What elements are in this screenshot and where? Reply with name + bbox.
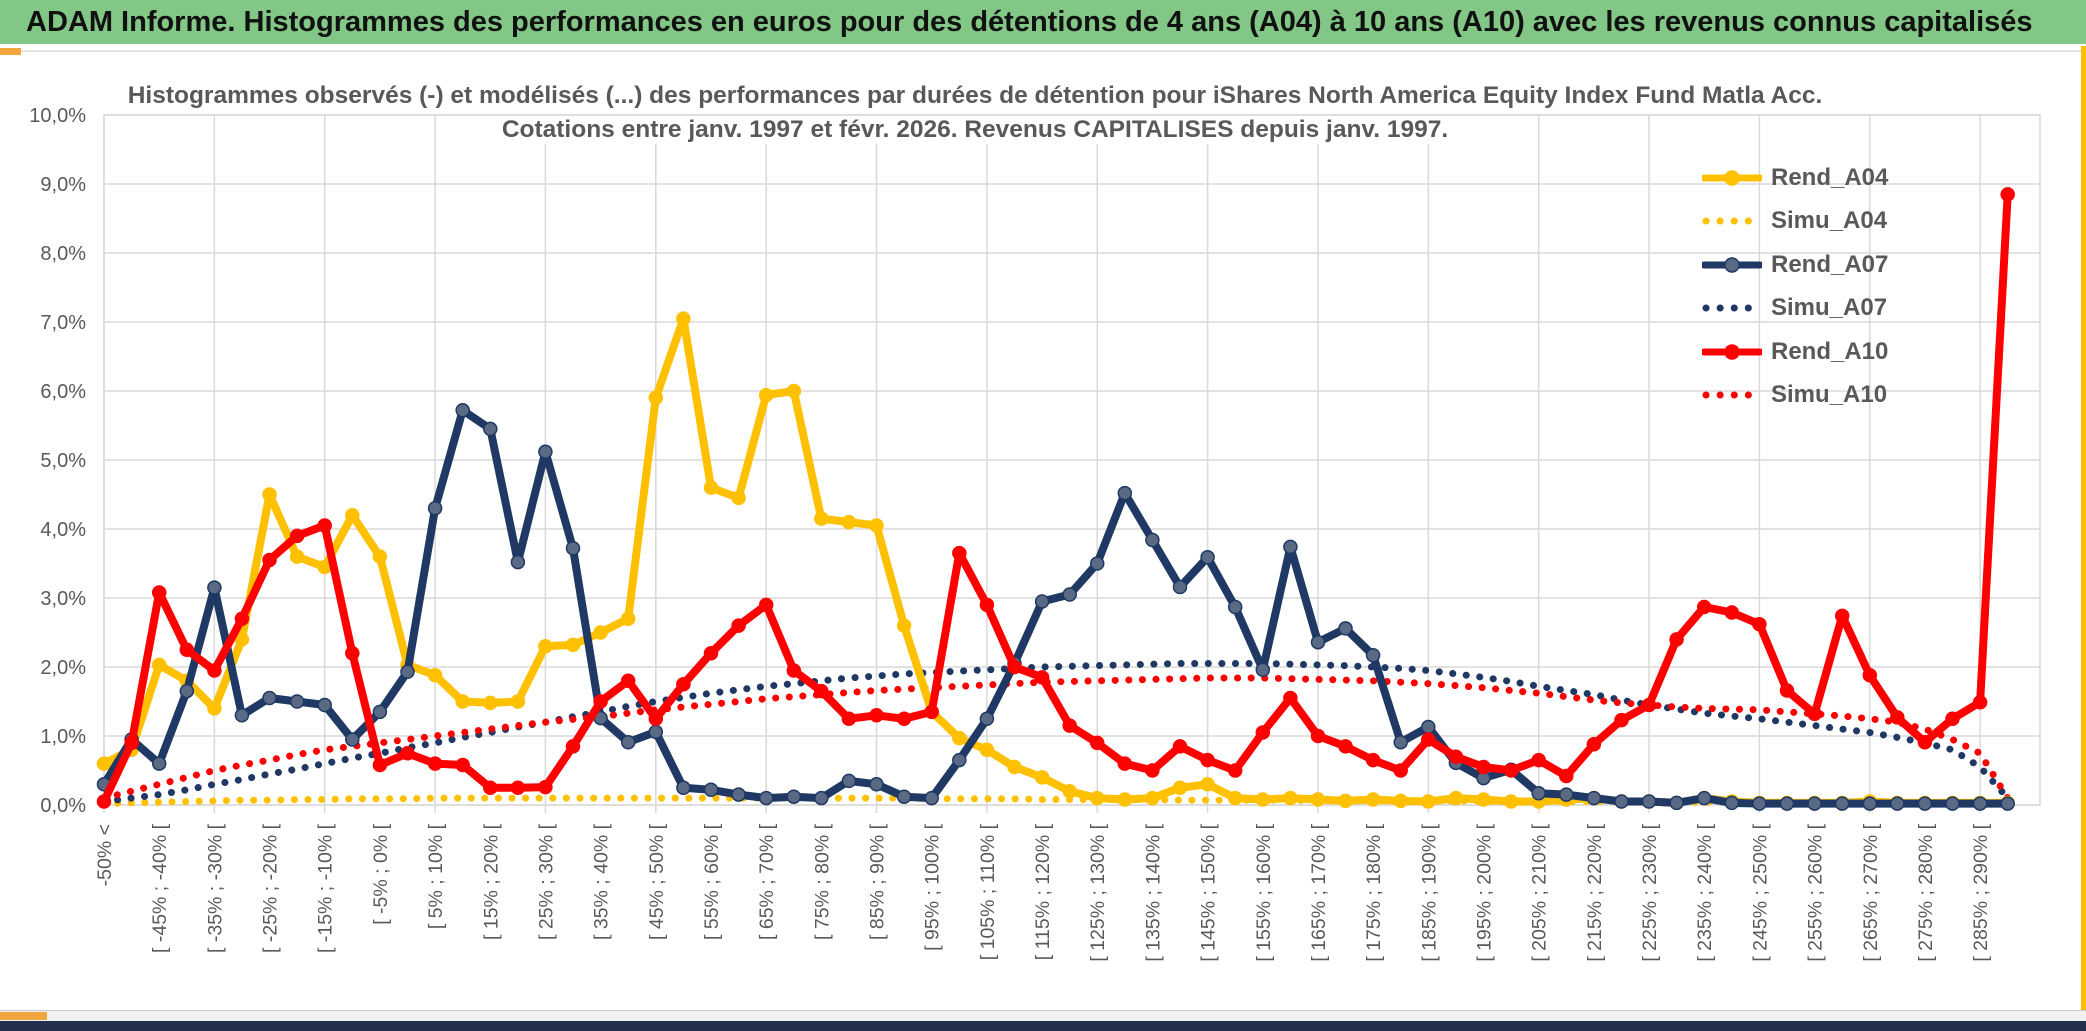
legend-swatch-rend-a04	[1702, 170, 1762, 186]
svg-text:[ 155% ; 160% [: [ 155% ; 160% [	[1253, 823, 1275, 961]
horizontal-scrollbar-track[interactable]	[0, 1010, 2086, 1021]
chart-title-line2: Cotations entre janv. 1997 et févr. 2026…	[0, 116, 1950, 144]
svg-text:[ 105% ; 110% [: [ 105% ; 110% [	[977, 823, 999, 960]
legend-item-simu-a10[interactable]: Simu_A10	[1702, 374, 1888, 418]
svg-text:1,0%: 1,0%	[40, 726, 86, 748]
banner-divider	[21, 50, 2086, 52]
legend-swatch-rend-a10	[1702, 344, 1762, 360]
right-edge-accent	[2081, 46, 2086, 1012]
svg-text:10,0%: 10,0%	[29, 105, 86, 127]
svg-text:[ 205% ; 210% [: [ 205% ; 210% [	[1529, 823, 1551, 961]
svg-text:0,0%: 0,0%	[40, 795, 86, 817]
svg-text:[ -45% ; -40% [: [ -45% ; -40% [	[149, 823, 171, 953]
horizontal-scrollbar-thumb[interactable]	[0, 1012, 47, 1020]
svg-text:[ 215% ; 220% [: [ 215% ; 220% [	[1584, 823, 1606, 961]
svg-text:[ 15% ; 20% [: [ 15% ; 20% [	[480, 823, 502, 940]
chart-legend: Rend_A04 Simu_A04 Rend_A07 Simu_A07 Rend…	[1702, 156, 1888, 417]
svg-text:[ 95% ; 100% [: [ 95% ; 100% [	[922, 823, 944, 950]
svg-text:[ 265% ; 270% [: [ 265% ; 270% [	[1860, 823, 1882, 961]
legend-item-simu-a07[interactable]: Simu_A07	[1702, 287, 1888, 331]
svg-text:[ 115% ; 120% [: [ 115% ; 120% [	[1032, 823, 1054, 960]
svg-text:[ 35% ; 40% [: [ 35% ; 40% [	[591, 823, 613, 940]
svg-text:[ 5% ; 10% [: [ 5% ; 10% [	[425, 823, 447, 929]
svg-text:2,0%: 2,0%	[40, 657, 86, 679]
legend-label: Rend_A07	[1771, 250, 1889, 278]
svg-text:[ 275% ; 280% [: [ 275% ; 280% [	[1915, 823, 1937, 961]
legend-item-rend-a04[interactable]: Rend_A04	[1702, 156, 1888, 200]
svg-text:[ 195% ; 200% [: [ 195% ; 200% [	[1474, 823, 1496, 961]
svg-text:[ -5% ; 0% [: [ -5% ; 0% [	[370, 823, 392, 924]
svg-text:[ 55% ; 60% [: [ 55% ; 60% [	[701, 823, 723, 940]
svg-text:[ 25% ; 30% [: [ 25% ; 30% [	[535, 823, 557, 940]
chart-title-line1: Histogrammes observés (-) et modélisés (…	[0, 82, 1950, 110]
legend-label: Simu_A10	[1771, 381, 1888, 409]
svg-text:[ 255% ; 260% [: [ 255% ; 260% [	[1805, 823, 1827, 961]
svg-text:[ 145% ; 150% [: [ 145% ; 150% [	[1198, 823, 1220, 961]
legend-swatch-simu-a07	[1702, 304, 1762, 312]
legend-item-rend-a10[interactable]: Rend_A10	[1702, 330, 1888, 374]
svg-text:9,0%: 9,0%	[40, 174, 86, 196]
svg-text:7,0%: 7,0%	[40, 312, 86, 334]
svg-text:[ 235% ; 240% [: [ 235% ; 240% [	[1694, 823, 1716, 961]
legend-label: Simu_A04	[1771, 207, 1888, 235]
svg-text:[ 45% ; 50% [: [ 45% ; 50% [	[646, 823, 668, 940]
legend-label: Simu_A07	[1771, 294, 1888, 322]
svg-text:[ 165% ; 170% [: [ 165% ; 170% [	[1308, 823, 1330, 961]
legend-swatch-rend-a07	[1702, 257, 1762, 273]
series-simu-a04	[100, 794, 2012, 808]
legend-item-simu-a04[interactable]: Simu_A04	[1702, 200, 1888, 244]
performance-histogram-chart: 10,0% 9,0% 8,0% 7,0% 6,0% 5,0% 4,0% 3,0% 2,0% 1,0…	[29, 105, 2041, 962]
svg-text:[ 85% ; 90% [: [ 85% ; 90% [	[867, 823, 889, 940]
svg-text:5,0%: 5,0%	[40, 450, 86, 472]
svg-text:[ 75% ; 80% [: [ 75% ; 80% [	[811, 823, 833, 940]
svg-text:[ -35% ; -30% [: [ -35% ; -30% [	[204, 823, 226, 953]
legend-item-rend-a07[interactable]: Rend_A07	[1702, 243, 1888, 287]
svg-text:[ 65% ; 70% [: [ 65% ; 70% [	[756, 823, 778, 940]
svg-text:[ 135% ; 140% [: [ 135% ; 140% [	[1142, 823, 1164, 961]
svg-text:[ -15% ; -10% [: [ -15% ; -10% [	[315, 823, 337, 953]
legend-label: Rend_A04	[1771, 163, 1889, 191]
legend-swatch-simu-a04	[1702, 217, 1762, 225]
series-rend-a10	[96, 187, 2015, 809]
legend-label: Rend_A10	[1771, 337, 1889, 365]
banner-accent-notch	[0, 48, 21, 55]
svg-text:4,0%: 4,0%	[40, 519, 86, 541]
svg-text:[ -25% ; -20% [: [ -25% ; -20% [	[260, 823, 282, 953]
svg-text:3,0%: 3,0%	[40, 588, 86, 610]
svg-text:[ 125% ; 130% [: [ 125% ; 130% [	[1087, 823, 1109, 961]
svg-text:[ 175% ; 180% [: [ 175% ; 180% [	[1363, 823, 1385, 961]
series-simu-a07	[100, 660, 2012, 805]
series-simu-a10	[100, 674, 2012, 802]
svg-text:6,0%: 6,0%	[40, 381, 86, 403]
window-bottom-bar	[0, 1021, 2086, 1031]
legend-swatch-simu-a10	[1702, 391, 1762, 399]
window-title-banner: ADAM Informe. Histogrammes des performan…	[0, 0, 2086, 46]
svg-text:[ 285% ; 290% [: [ 285% ; 290% [	[1970, 823, 1992, 961]
svg-text:-50% <: -50% <	[94, 824, 116, 886]
svg-text:[ 225% ; 230% [: [ 225% ; 230% [	[1639, 823, 1661, 961]
svg-text:[ 245% ; 250% [: [ 245% ; 250% [	[1749, 823, 1771, 961]
svg-text:8,0%: 8,0%	[40, 243, 86, 265]
svg-text:[ 185% ; 190% [: [ 185% ; 190% [	[1418, 823, 1440, 961]
